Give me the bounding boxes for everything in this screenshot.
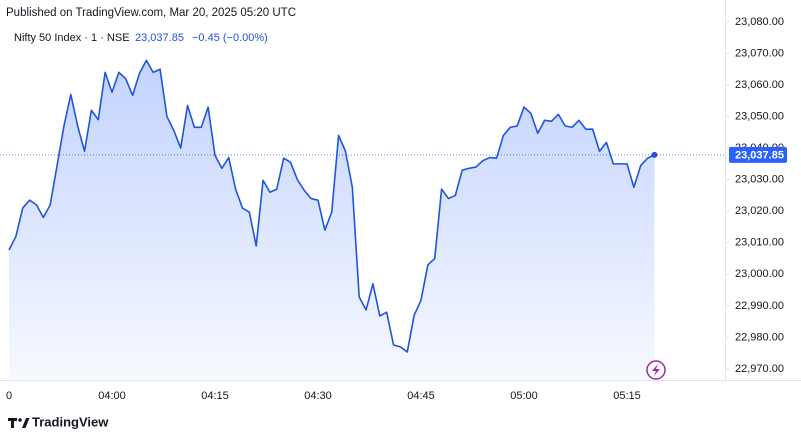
plot-area xyxy=(8,59,655,380)
y-tick-label: 23,080.00 xyxy=(735,16,784,28)
x-tick-label: 04:45 xyxy=(407,390,435,402)
y-tick-label: 23,010.00 xyxy=(735,237,784,249)
lightning-icon[interactable] xyxy=(646,360,666,380)
y-tick-label: 22,970.00 xyxy=(735,363,784,375)
y-tick-label: 23,030.00 xyxy=(735,174,784,186)
y-tick-label: 23,000.00 xyxy=(735,268,784,280)
brand-name: TradingView xyxy=(32,414,109,429)
y-tick-label: 22,980.00 xyxy=(735,331,784,343)
price-label: 23,037.85 xyxy=(735,149,784,161)
y-tick-label: 23,050.00 xyxy=(735,110,784,122)
x-tick-label: 04:15 xyxy=(201,390,229,402)
publisher-text: Published on TradingView.com, Mar 20, 20… xyxy=(6,7,296,19)
y-tick-label: 22,990.00 xyxy=(735,300,784,312)
x-tick-label: 05:00 xyxy=(510,390,538,402)
header-change: −0.45 (−0.00%) xyxy=(192,32,268,44)
last-point xyxy=(651,151,658,158)
y-tick-label: 23,060.00 xyxy=(735,79,784,91)
y-tick-label: 23,020.00 xyxy=(735,205,784,217)
price-line xyxy=(8,59,655,353)
x-tick-label: 0 xyxy=(6,390,12,402)
y-tick-label: 23,070.00 xyxy=(735,47,784,59)
header-price: 23,037.85 xyxy=(135,32,184,44)
price-label-box xyxy=(729,146,787,163)
symbol-title: Nifty 50 Index · 1 · NSE xyxy=(14,32,130,44)
x-tick-label: 04:00 xyxy=(98,390,126,402)
area xyxy=(9,60,655,380)
brand-logo xyxy=(8,418,30,428)
x-tick-label: 05:15 xyxy=(613,390,641,402)
x-tick-label: 04:30 xyxy=(304,390,332,402)
